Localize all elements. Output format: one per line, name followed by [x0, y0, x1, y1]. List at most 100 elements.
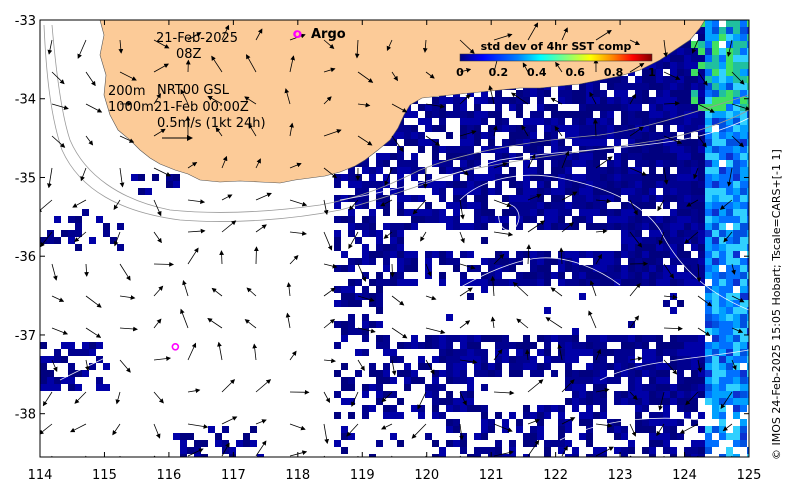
sst-pixel: [586, 370, 593, 377]
sst-pixel: [439, 188, 446, 195]
sst-pixel: [61, 377, 68, 384]
sst-pixel: [411, 223, 418, 230]
sst-pixel: [635, 384, 642, 391]
sst-pixel: [698, 216, 705, 223]
colorbar-tick-label: 0.4: [527, 66, 547, 79]
sst-pixel: [439, 251, 446, 258]
sst-pixel: [614, 258, 621, 265]
sst-pixel: [663, 195, 670, 202]
sst-pixel: [502, 209, 509, 216]
sst-pixel: [614, 181, 621, 188]
sst-pixel: [474, 153, 481, 160]
sst-pixel: [404, 125, 411, 132]
sst-pixel: [334, 391, 341, 398]
current-vector-arrow: [357, 263, 367, 282]
sst-pixel: [719, 398, 726, 405]
current-vector-arrow: [493, 125, 498, 137]
sst-pixel: [719, 279, 726, 286]
sst-pixel: [747, 272, 749, 279]
sst-pixel: [726, 335, 733, 342]
sst-pixel: [628, 153, 635, 160]
current-vector-arrow: [425, 263, 432, 277]
current-vector-arrow: [207, 95, 223, 105]
sst-pixel: [747, 251, 749, 258]
sst-pixel: [544, 405, 551, 412]
current-vector-arrow: [391, 135, 404, 153]
current-vector-arrow: [187, 423, 209, 429]
sst-pixel: [740, 377, 747, 384]
sst-pixel: [670, 307, 677, 314]
sst-pixel: [642, 90, 649, 97]
sst-pixel: [341, 363, 348, 370]
sst-pixel: [663, 62, 670, 69]
sst-pixel: [733, 398, 740, 405]
sst-pixel: [418, 342, 425, 349]
sst-pixel: [705, 216, 712, 223]
sst-pixel: [40, 384, 47, 391]
sst-pixel: [376, 370, 383, 377]
current-vector-arrow: [153, 93, 161, 105]
sst-pixel: [593, 342, 600, 349]
sst-pixel: [334, 286, 341, 293]
sst-pixel: [75, 244, 82, 251]
sst-pixel: [509, 167, 516, 174]
current-vector-arrow: [731, 71, 745, 85]
sst-pixel: [362, 321, 369, 328]
current-vector-arrow: [663, 455, 665, 457]
sst-pixel: [558, 202, 565, 209]
sst-pixel: [516, 419, 523, 426]
y-tick-label: -34: [15, 93, 36, 108]
sst-pixel: [705, 293, 712, 300]
sst-pixel: [68, 370, 75, 377]
sst-pixel: [530, 258, 537, 265]
sst-pixel: [684, 195, 691, 202]
sst-pixel: [663, 440, 670, 447]
sst-pixel: [488, 209, 495, 216]
sst-pixel: [383, 209, 390, 216]
y-tick-label: -35: [15, 171, 36, 186]
argo-float-marker: [294, 30, 302, 38]
sst-pixel: [173, 174, 180, 181]
sst-pixel: [656, 377, 663, 384]
sst-pixel: [607, 335, 614, 342]
sst-pixel: [712, 391, 719, 398]
current-vector-arrow: [85, 327, 102, 338]
sst-pixel: [712, 202, 719, 209]
sst-pixel: [383, 153, 390, 160]
sst-pixel: [670, 97, 677, 104]
sst-pixel: [656, 160, 663, 167]
sst-pixel: [677, 384, 684, 391]
sst-pixel: [698, 377, 705, 384]
sst-pixel: [600, 195, 607, 202]
sst-pixel: [474, 174, 481, 181]
sst-pixel: [579, 202, 586, 209]
sst-pixel: [740, 293, 747, 300]
sst-pixel: [334, 300, 341, 307]
sst-pixel: [600, 202, 607, 209]
sst-pixel: [642, 279, 649, 286]
sst-pixel: [488, 370, 495, 377]
sst-pixel: [733, 433, 740, 440]
sst-pixel: [628, 216, 635, 223]
sst-pixel: [719, 167, 726, 174]
sst-pixel: [621, 272, 628, 279]
sst-pixel: [614, 377, 621, 384]
sst-pixel: [495, 454, 502, 457]
sst-pixel: [390, 433, 397, 440]
current-vector-arrow: [221, 155, 228, 169]
sst-pixel: [691, 153, 698, 160]
sst-pixel: [572, 195, 579, 202]
sst-pixel: [740, 321, 747, 328]
sst-pixel: [502, 419, 509, 426]
sst-pixel: [194, 440, 201, 447]
current-vector-arrow: [657, 199, 665, 212]
sst-pixel: [726, 188, 733, 195]
sst-pixel: [740, 328, 747, 335]
sst-pixel: [663, 363, 670, 370]
sst-pixel: [523, 272, 530, 279]
sst-pixel: [523, 440, 530, 447]
sst-pixel: [376, 307, 383, 314]
sst-pixel: [579, 293, 586, 300]
current-vector-arrow: [211, 287, 223, 297]
sst-pixel: [740, 202, 747, 209]
